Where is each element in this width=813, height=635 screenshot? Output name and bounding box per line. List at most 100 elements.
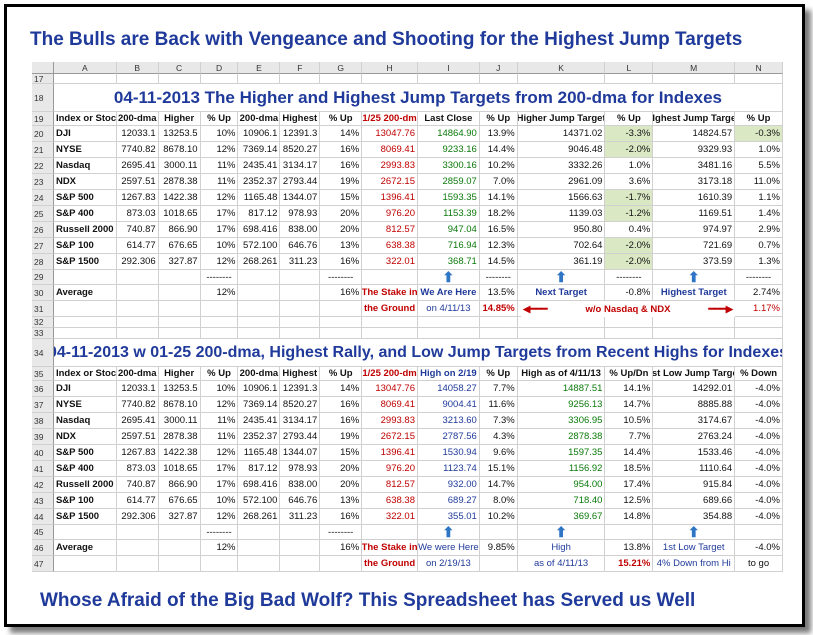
value-cell[interactable]: 1344.07 xyxy=(280,445,321,461)
value-cell[interactable]: 646.76 xyxy=(280,493,321,509)
value-cell[interactable]: 1566.63 xyxy=(517,190,606,206)
summary-cell[interactable] xyxy=(280,540,321,556)
value-cell[interactable]: 10% xyxy=(200,493,239,509)
value-cell[interactable]: 1.3% xyxy=(735,254,783,270)
cell[interactable] xyxy=(116,270,159,285)
value-cell[interactable]: 9004.41 xyxy=(417,397,480,413)
cell[interactable] xyxy=(320,74,363,84)
value-cell[interactable]: 2435.41 xyxy=(238,413,281,429)
value-cell[interactable]: 14371.02 xyxy=(517,126,606,142)
column-title[interactable]: 200-dma xyxy=(116,112,159,126)
column-header-n[interactable]: N xyxy=(735,62,783,74)
value-cell[interactable]: 16% xyxy=(320,397,363,413)
cell[interactable] xyxy=(417,317,480,328)
column-title[interactable]: % Up xyxy=(320,112,363,126)
value-cell[interactable]: 9256.13 xyxy=(517,397,606,413)
value-cell[interactable]: 1422.38 xyxy=(158,190,201,206)
value-cell[interactable]: 311.23 xyxy=(280,509,321,525)
value-cell[interactable]: -4.0% xyxy=(735,381,783,397)
value-cell[interactable]: 2859.07 xyxy=(417,174,480,190)
value-cell[interactable]: 17% xyxy=(200,477,239,493)
cell[interactable] xyxy=(280,328,321,339)
cell[interactable] xyxy=(735,525,783,540)
index-name[interactable]: S&P 1500 xyxy=(53,254,117,270)
value-cell[interactable]: 1267.83 xyxy=(116,445,159,461)
value-cell[interactable]: 721.69 xyxy=(653,238,736,254)
value-cell[interactable]: 3.6% xyxy=(605,174,654,190)
column-title[interactable]: Higher Jump Target xyxy=(517,112,606,126)
value-cell[interactable]: 11% xyxy=(200,174,239,190)
value-cell[interactable]: 3000.11 xyxy=(158,158,201,174)
value-cell[interactable]: 1153.39 xyxy=(417,206,480,222)
column-title[interactable]: Higher xyxy=(158,112,201,126)
value-cell[interactable]: 2672.15 xyxy=(362,429,418,445)
row-number[interactable]: 31 xyxy=(32,301,54,317)
cell[interactable] xyxy=(605,317,654,328)
value-cell[interactable]: 2695.41 xyxy=(116,158,159,174)
value-cell[interactable]: 950.80 xyxy=(517,222,606,238)
summary-cell[interactable] xyxy=(158,556,201,572)
row-number[interactable]: 33 xyxy=(32,328,54,339)
cell[interactable] xyxy=(53,317,117,328)
summary-cell[interactable] xyxy=(116,301,159,317)
summary-cell[interactable]: 9.85% xyxy=(479,540,518,556)
cell[interactable] xyxy=(238,525,281,540)
value-cell[interactable]: 976.20 xyxy=(362,461,418,477)
value-cell[interactable]: 12% xyxy=(200,254,239,270)
value-cell[interactable]: 3174.67 xyxy=(653,413,736,429)
value-cell[interactable]: -0.3% xyxy=(735,126,783,142)
value-cell[interactable]: 638.38 xyxy=(362,238,418,254)
value-cell[interactable]: 1610.39 xyxy=(653,190,736,206)
value-cell[interactable]: 8678.10 xyxy=(158,142,201,158)
corner-cell[interactable] xyxy=(32,62,54,74)
value-cell[interactable]: 13% xyxy=(320,238,363,254)
value-cell[interactable]: 698.416 xyxy=(238,222,281,238)
value-cell[interactable]: 2961.09 xyxy=(517,174,606,190)
value-cell[interactable]: 327.87 xyxy=(158,254,201,270)
column-title[interactable]: Hghest Jump Target xyxy=(653,112,736,126)
value-cell[interactable]: 12% xyxy=(200,142,239,158)
column-title[interactable]: % Up xyxy=(200,367,239,381)
value-cell[interactable]: 14.4% xyxy=(605,445,654,461)
value-cell[interactable]: 10.5% xyxy=(605,413,654,429)
value-cell[interactable]: 1396.41 xyxy=(362,445,418,461)
value-cell[interactable]: 19% xyxy=(320,429,363,445)
cell[interactable] xyxy=(735,317,783,328)
value-cell[interactable]: 2793.44 xyxy=(280,174,321,190)
summary-cell[interactable]: the Ground xyxy=(362,556,418,572)
summary-cell[interactable] xyxy=(238,556,281,572)
value-cell[interactable]: 3300.16 xyxy=(417,158,480,174)
summary-cell[interactable] xyxy=(158,540,201,556)
value-cell[interactable]: 13253.5 xyxy=(158,381,201,397)
cell[interactable] xyxy=(417,74,480,84)
column-header-h[interactable]: H xyxy=(362,62,418,74)
value-cell[interactable]: 718.40 xyxy=(517,493,606,509)
column-title[interactable]: Index or Stock xyxy=(53,367,117,381)
value-cell[interactable]: 817.12 xyxy=(238,206,281,222)
row-number[interactable]: 19 xyxy=(32,112,54,126)
value-cell[interactable]: 369.67 xyxy=(517,509,606,525)
value-cell[interactable]: 20% xyxy=(320,206,363,222)
value-cell[interactable]: -4.0% xyxy=(735,461,783,477)
up-arrow-icon[interactable]: ⬆ xyxy=(653,525,736,540)
value-cell[interactable]: 17.4% xyxy=(605,477,654,493)
column-title[interactable]: % Up xyxy=(320,367,363,381)
row-number[interactable]: 39 xyxy=(32,429,54,445)
value-cell[interactable]: 947.04 xyxy=(417,222,480,238)
value-cell[interactable]: 292.306 xyxy=(116,509,159,525)
value-cell[interactable]: 7.7% xyxy=(479,381,518,397)
value-cell[interactable]: 2352.37 xyxy=(238,174,281,190)
summary-cell[interactable] xyxy=(53,556,117,572)
value-cell[interactable]: 838.00 xyxy=(280,222,321,238)
cell[interactable] xyxy=(320,317,363,328)
column-title[interactable]: Highest xyxy=(280,112,321,126)
summary-cell[interactable]: 1.17% xyxy=(735,301,783,317)
index-name[interactable]: Nasdaq xyxy=(53,158,117,174)
value-cell[interactable]: 1110.64 xyxy=(653,461,736,477)
value-cell[interactable]: 10% xyxy=(200,381,239,397)
value-cell[interactable]: 689.66 xyxy=(653,493,736,509)
summary-cell[interactable] xyxy=(479,556,518,572)
row-number[interactable]: 20 xyxy=(32,126,54,142)
value-cell[interactable]: 7.0% xyxy=(479,174,518,190)
value-cell[interactable]: 15% xyxy=(320,190,363,206)
